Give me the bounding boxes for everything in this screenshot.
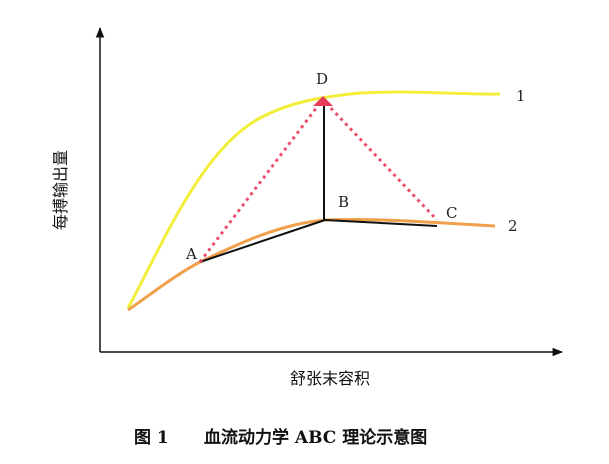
dotted-ad [198,102,322,263]
curve-2 [127,218,496,312]
curve-label: 1 [516,87,526,105]
caption-text: 血流动力学 ABC 理论示意图 [204,427,427,448]
curve-1 [126,90,501,309]
curve-label: 2 [508,217,518,235]
arrowhead-d [313,96,333,106]
node-label: B [338,193,349,211]
x-axis-label: 舒张末容积 [290,369,370,388]
node-label: D [316,70,328,88]
y-axis-label: 每搏输出量 [51,150,70,230]
node-label: C [446,204,457,222]
segment-bc [324,219,438,227]
caption-figure: 图 1 [134,428,169,448]
node-label: A [185,245,197,263]
segment-ab [199,219,326,263]
dotted-dc [324,101,439,222]
